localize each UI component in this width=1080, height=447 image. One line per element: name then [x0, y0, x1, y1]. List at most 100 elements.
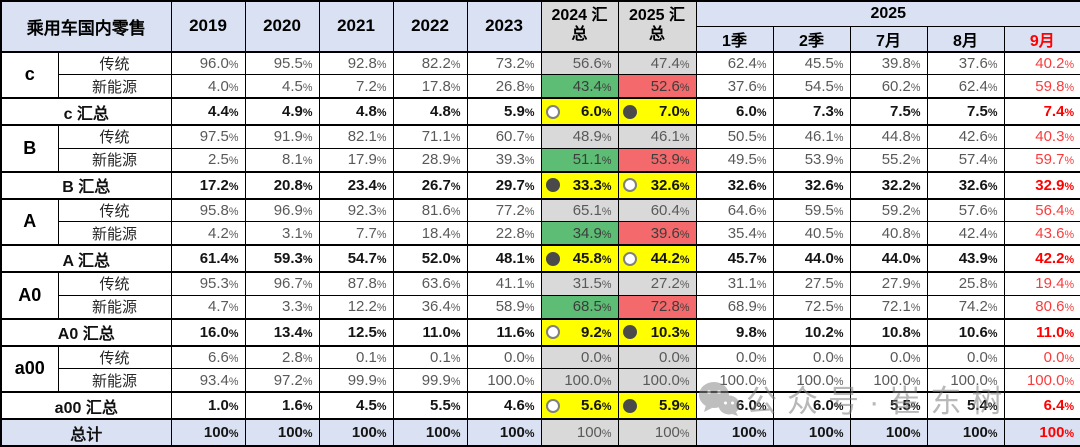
table-cell: 2.5%: [170, 147, 246, 173]
percent-sign: %: [376, 107, 387, 120]
percent-sign: %: [987, 205, 998, 218]
percent-sign: %: [679, 401, 690, 414]
table-cell: 96.0%: [170, 50, 246, 76]
table-cell: 0.0%: [772, 344, 851, 370]
fuel-type-label: 传统: [57, 271, 172, 296]
percent-sign: %: [679, 132, 690, 145]
percent-sign: %: [1064, 327, 1075, 340]
percent-sign: %: [302, 180, 313, 193]
filled-circle-icon: [545, 251, 560, 266]
table-cell: 50.5%: [695, 124, 774, 149]
fuel-type-label: 新能源: [57, 221, 172, 246]
percent-sign: %: [987, 302, 998, 315]
percent-sign: %: [524, 375, 535, 388]
column-header-year: 2020: [244, 0, 320, 53]
percent-sign: %: [756, 375, 767, 388]
table-cell: 45.5%: [772, 50, 851, 76]
percent-sign: %: [376, 205, 387, 218]
percent-sign: %: [302, 375, 313, 388]
table-cell: 42.6%: [926, 124, 1005, 149]
table-cell: 2.8%: [244, 344, 320, 370]
table-row: B 传统 97.5% 91.9% 82.1% 71.1% 60.7% 48.9% 46.1% 50…: [0, 124, 1080, 173]
percent-sign: %: [1064, 375, 1075, 388]
percent-sign: %: [833, 58, 844, 71]
table-cell: 53.9%: [772, 147, 851, 173]
percent-sign: %: [228, 180, 239, 193]
table-cell: 97.2%: [244, 368, 320, 393]
table-cell: 68.9%: [695, 294, 774, 320]
column-header-year: 2022: [392, 0, 468, 53]
table-cell: 59.2%: [849, 197, 928, 223]
table-row: A 汇总 61.4% 59.3% 54.7% 52.0% 48.1% 45.8% 44.2% 4…: [0, 244, 1080, 273]
percent-sign: %: [833, 81, 844, 94]
cell-value: 6.0%: [581, 103, 612, 121]
table-cell: 10.8%: [849, 317, 928, 347]
percent-sign: %: [987, 132, 998, 145]
table-cell: 3.3%: [244, 294, 320, 320]
percent-sign: %: [524, 228, 535, 241]
cell-content: 44.2%: [619, 250, 695, 267]
table-cell: 10.6%: [926, 317, 1005, 347]
percent-sign: %: [228, 352, 239, 365]
table-cell: 4.0%: [170, 74, 246, 99]
column-header-month: 1季: [695, 25, 774, 53]
percent-sign: %: [1064, 155, 1075, 168]
percent-sign: %: [450, 205, 461, 218]
table-cell: 51.1%: [540, 147, 619, 173]
percent-sign: %: [450, 132, 461, 145]
table-cell: 65.1%: [540, 197, 619, 223]
percent-sign: %: [302, 352, 313, 365]
table-cell: 6.4%: [1003, 391, 1080, 420]
table-cell: 32.6%: [772, 170, 851, 200]
table-cell: 80.6%: [1003, 294, 1080, 320]
percent-sign: %: [450, 279, 461, 292]
percent-sign: %: [450, 228, 461, 241]
table-cell: 55.2%: [849, 147, 928, 173]
table-cell: 46.1%: [772, 124, 851, 149]
percent-sign: %: [228, 107, 239, 120]
percent-sign: %: [987, 107, 998, 120]
table-cell: 5.9%: [466, 97, 542, 126]
table-cell: 4.8%: [392, 97, 468, 126]
table-cell: 52.0%: [392, 244, 468, 273]
open-circle-icon: [622, 178, 637, 193]
percent-sign: %: [833, 352, 844, 365]
filled-circle-icon: [622, 325, 637, 340]
table-row: 新能源 4.7% 3.3% 12.2% 36.4% 58.9% 68.5% 72.8% 68.9…: [1, 294, 1080, 320]
percent-sign: %: [756, 205, 767, 218]
table-cell: 100%: [772, 418, 851, 447]
table-cell: 72.5%: [772, 294, 851, 320]
percent-sign: %: [833, 279, 844, 292]
table-cell: 77.2%: [466, 197, 542, 223]
percent-sign: %: [1064, 254, 1075, 267]
table-cell: 32.2%: [849, 170, 928, 200]
table-cell: 6.6%: [170, 344, 246, 370]
table-cell: 13.4%: [244, 317, 320, 347]
table-cell: 92.3%: [318, 197, 394, 223]
table-cell: 59.3%: [244, 244, 320, 273]
percent-sign: %: [524, 327, 535, 340]
table-cell: 4.7%: [170, 294, 246, 320]
percent-sign: %: [833, 205, 844, 218]
percent-sign: %: [756, 58, 767, 71]
percent-sign: %: [450, 58, 461, 71]
table-cell: 37.6%: [926, 50, 1005, 76]
percent-sign: %: [756, 428, 767, 440]
table-cell: 64.6%: [695, 197, 774, 223]
table-cell: 72.1%: [849, 294, 928, 320]
cell-value: 10.3%: [650, 323, 690, 341]
percent-sign: %: [987, 352, 998, 365]
table-cell: 95.5%: [244, 50, 320, 76]
table-cell-summary-ytd: 45.8%: [540, 244, 619, 273]
percent-sign: %: [987, 81, 998, 94]
percent-sign: %: [756, 81, 767, 94]
percent-sign: %: [601, 352, 612, 365]
table-cell: 100%: [392, 418, 468, 447]
percent-sign: %: [910, 81, 921, 94]
column-header-ytd-label: 2024 汇总: [551, 7, 608, 44]
cell-content: 9.2%: [542, 324, 617, 341]
percent-sign: %: [910, 58, 921, 71]
summary-label: A 汇总: [0, 244, 172, 273]
table-cell: 3.1%: [244, 221, 320, 246]
